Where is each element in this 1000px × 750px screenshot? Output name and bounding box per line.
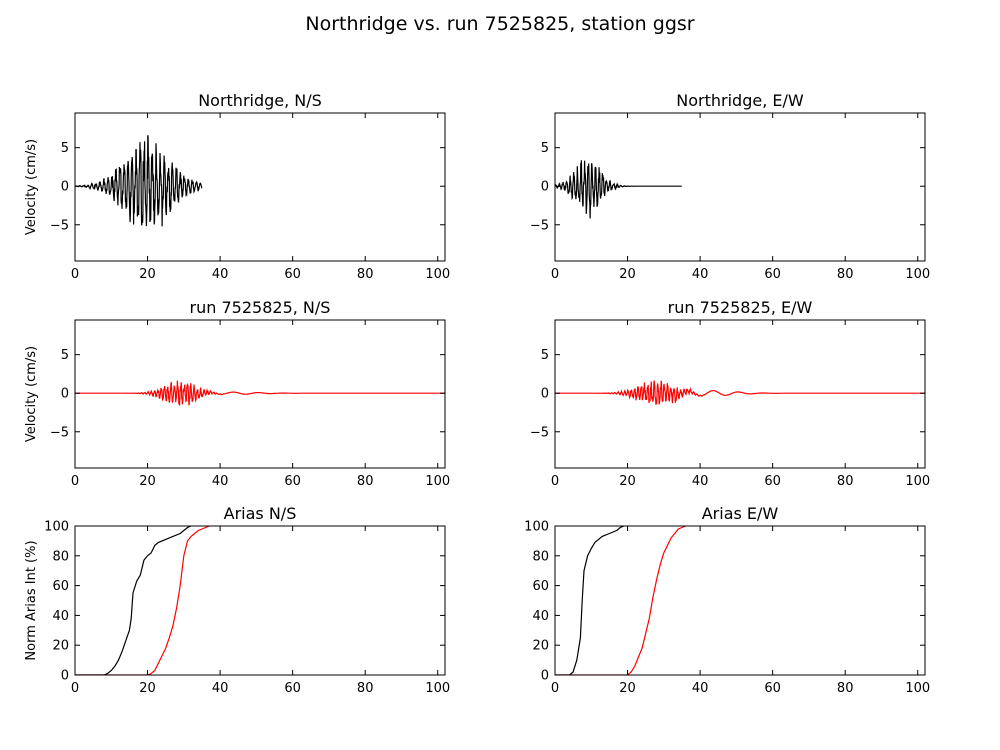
x-tick-label: 60 [764,681,781,696]
y-tick-label: 20 [532,639,549,654]
panel-title: Northridge, E/W [676,91,804,110]
plot-frame [74,112,446,262]
series-line-obs-ew-0 [555,160,682,219]
y-tick-label: 0 [61,180,69,195]
x-tick-label: 0 [551,474,559,489]
series-line-sim-ns-0 [75,380,445,406]
x-tick-label: 60 [764,267,781,282]
y-tick-label: 60 [52,579,69,594]
series-line-arias-ew-0 [555,526,625,675]
x-tick-label: 60 [764,474,781,489]
y-tick-label: 0 [541,387,549,402]
y-tick-label: 0 [61,669,69,684]
x-tick-label: 0 [551,681,559,696]
y-tick-label: 20 [52,639,69,654]
y-tick-label: 40 [532,609,549,624]
x-tick-label: 60 [284,681,301,696]
y-tick-label: 40 [52,609,69,624]
panel-title: run 7525825, N/S [190,298,331,317]
y-tick-label: 60 [532,579,549,594]
y-tick-label: 0 [541,180,549,195]
panel-title: Arias E/W [702,504,779,523]
x-tick-label: 80 [357,681,374,696]
panel-sim-ns: 0 20 40 60 80 100 5 0 −5 run 7525825, N/S Velocity… [24,298,450,489]
x-tick-label: 40 [692,474,709,489]
panel-title: run 7525825, E/W [668,298,813,317]
x-tick-label: 20 [619,267,636,282]
x-tick-label: 100 [905,681,930,696]
y-tick-label: 80 [532,549,549,564]
x-tick-label: 80 [837,267,854,282]
series-line-obs-ns-0 [75,135,203,227]
series-line-sim-ew-0 [555,380,925,405]
x-tick-label: 0 [71,681,79,696]
plot-frame [554,112,926,262]
series-line-arias-ns-0 [75,526,192,675]
x-tick-label: 20 [619,681,636,696]
x-tick-label: 20 [139,474,156,489]
x-tick-label: 100 [425,474,450,489]
plot-frame [74,319,446,469]
x-tick-label: 20 [139,681,156,696]
x-tick-label: 40 [212,474,229,489]
plot-frame [554,525,926,676]
x-tick-label: 40 [692,681,709,696]
x-tick-label: 0 [71,474,79,489]
y-tick-label: 0 [61,387,69,402]
x-tick-label: 40 [212,681,229,696]
x-tick-label: 0 [551,267,559,282]
y-tick-label: 5 [541,141,549,156]
panel-arias-ns: 0 20 40 60 80 100 100 80 60 40 20 0 Arias N/S Norm Ar… [24,504,450,696]
x-tick-label: 100 [905,267,930,282]
panels: 0 20 40 60 80 100 5 0 −5 Northridge, N/S Velocity … [24,91,930,696]
x-tick-label: 80 [837,681,854,696]
panel-sim-ew: 0 20 40 60 80 100 5 0 −5 run 7525825, E/W [530,298,930,489]
y-tick-label: 5 [61,348,69,363]
figure-title: Northridge vs. run 7525825, station ggsr [305,13,694,35]
panel-title: Arias N/S [224,504,297,523]
y-tick-label: −5 [530,218,549,233]
x-tick-label: 100 [425,267,450,282]
x-tick-label: 20 [619,474,636,489]
y-axis-label: Velocity (cm/s) [24,139,39,235]
y-tick-label: 0 [541,669,549,684]
x-tick-label: 40 [212,267,229,282]
x-tick-label: 20 [139,267,156,282]
y-tick-label: 100 [524,520,549,535]
series-line-arias-ns-1 [75,526,210,675]
x-tick-label: 100 [905,474,930,489]
y-tick-label: −5 [530,425,549,440]
series-line-arias-ew-1 [555,526,686,675]
x-tick-label: 60 [284,267,301,282]
plot-frame [554,319,926,469]
x-tick-label: 80 [357,474,374,489]
y-tick-label: 80 [52,549,69,564]
x-tick-label: 40 [692,267,709,282]
x-tick-label: 60 [284,474,301,489]
panel-title: Northridge, N/S [198,91,322,110]
x-tick-label: 100 [425,681,450,696]
y-tick-label: 100 [44,520,69,535]
y-axis-label: Velocity (cm/s) [24,346,39,442]
plot-frame [74,525,446,676]
x-tick-label: 80 [357,267,374,282]
panel-obs-ew: 0 20 40 60 80 100 5 0 −5 Northridge, E/W [530,91,930,282]
panel-arias-ew: 0 20 40 60 80 100 100 80 60 40 20 0 Arias E/W [524,504,930,696]
y-tick-label: −5 [50,425,69,440]
y-tick-label: 5 [541,348,549,363]
y-tick-label: 5 [61,141,69,156]
y-axis-label: Norm Arias Int (%) [24,540,39,660]
panel-obs-ns: 0 20 40 60 80 100 5 0 −5 Northridge, N/S Velocity … [24,91,450,282]
x-tick-label: 80 [837,474,854,489]
x-tick-label: 0 [71,267,79,282]
y-tick-label: −5 [50,218,69,233]
